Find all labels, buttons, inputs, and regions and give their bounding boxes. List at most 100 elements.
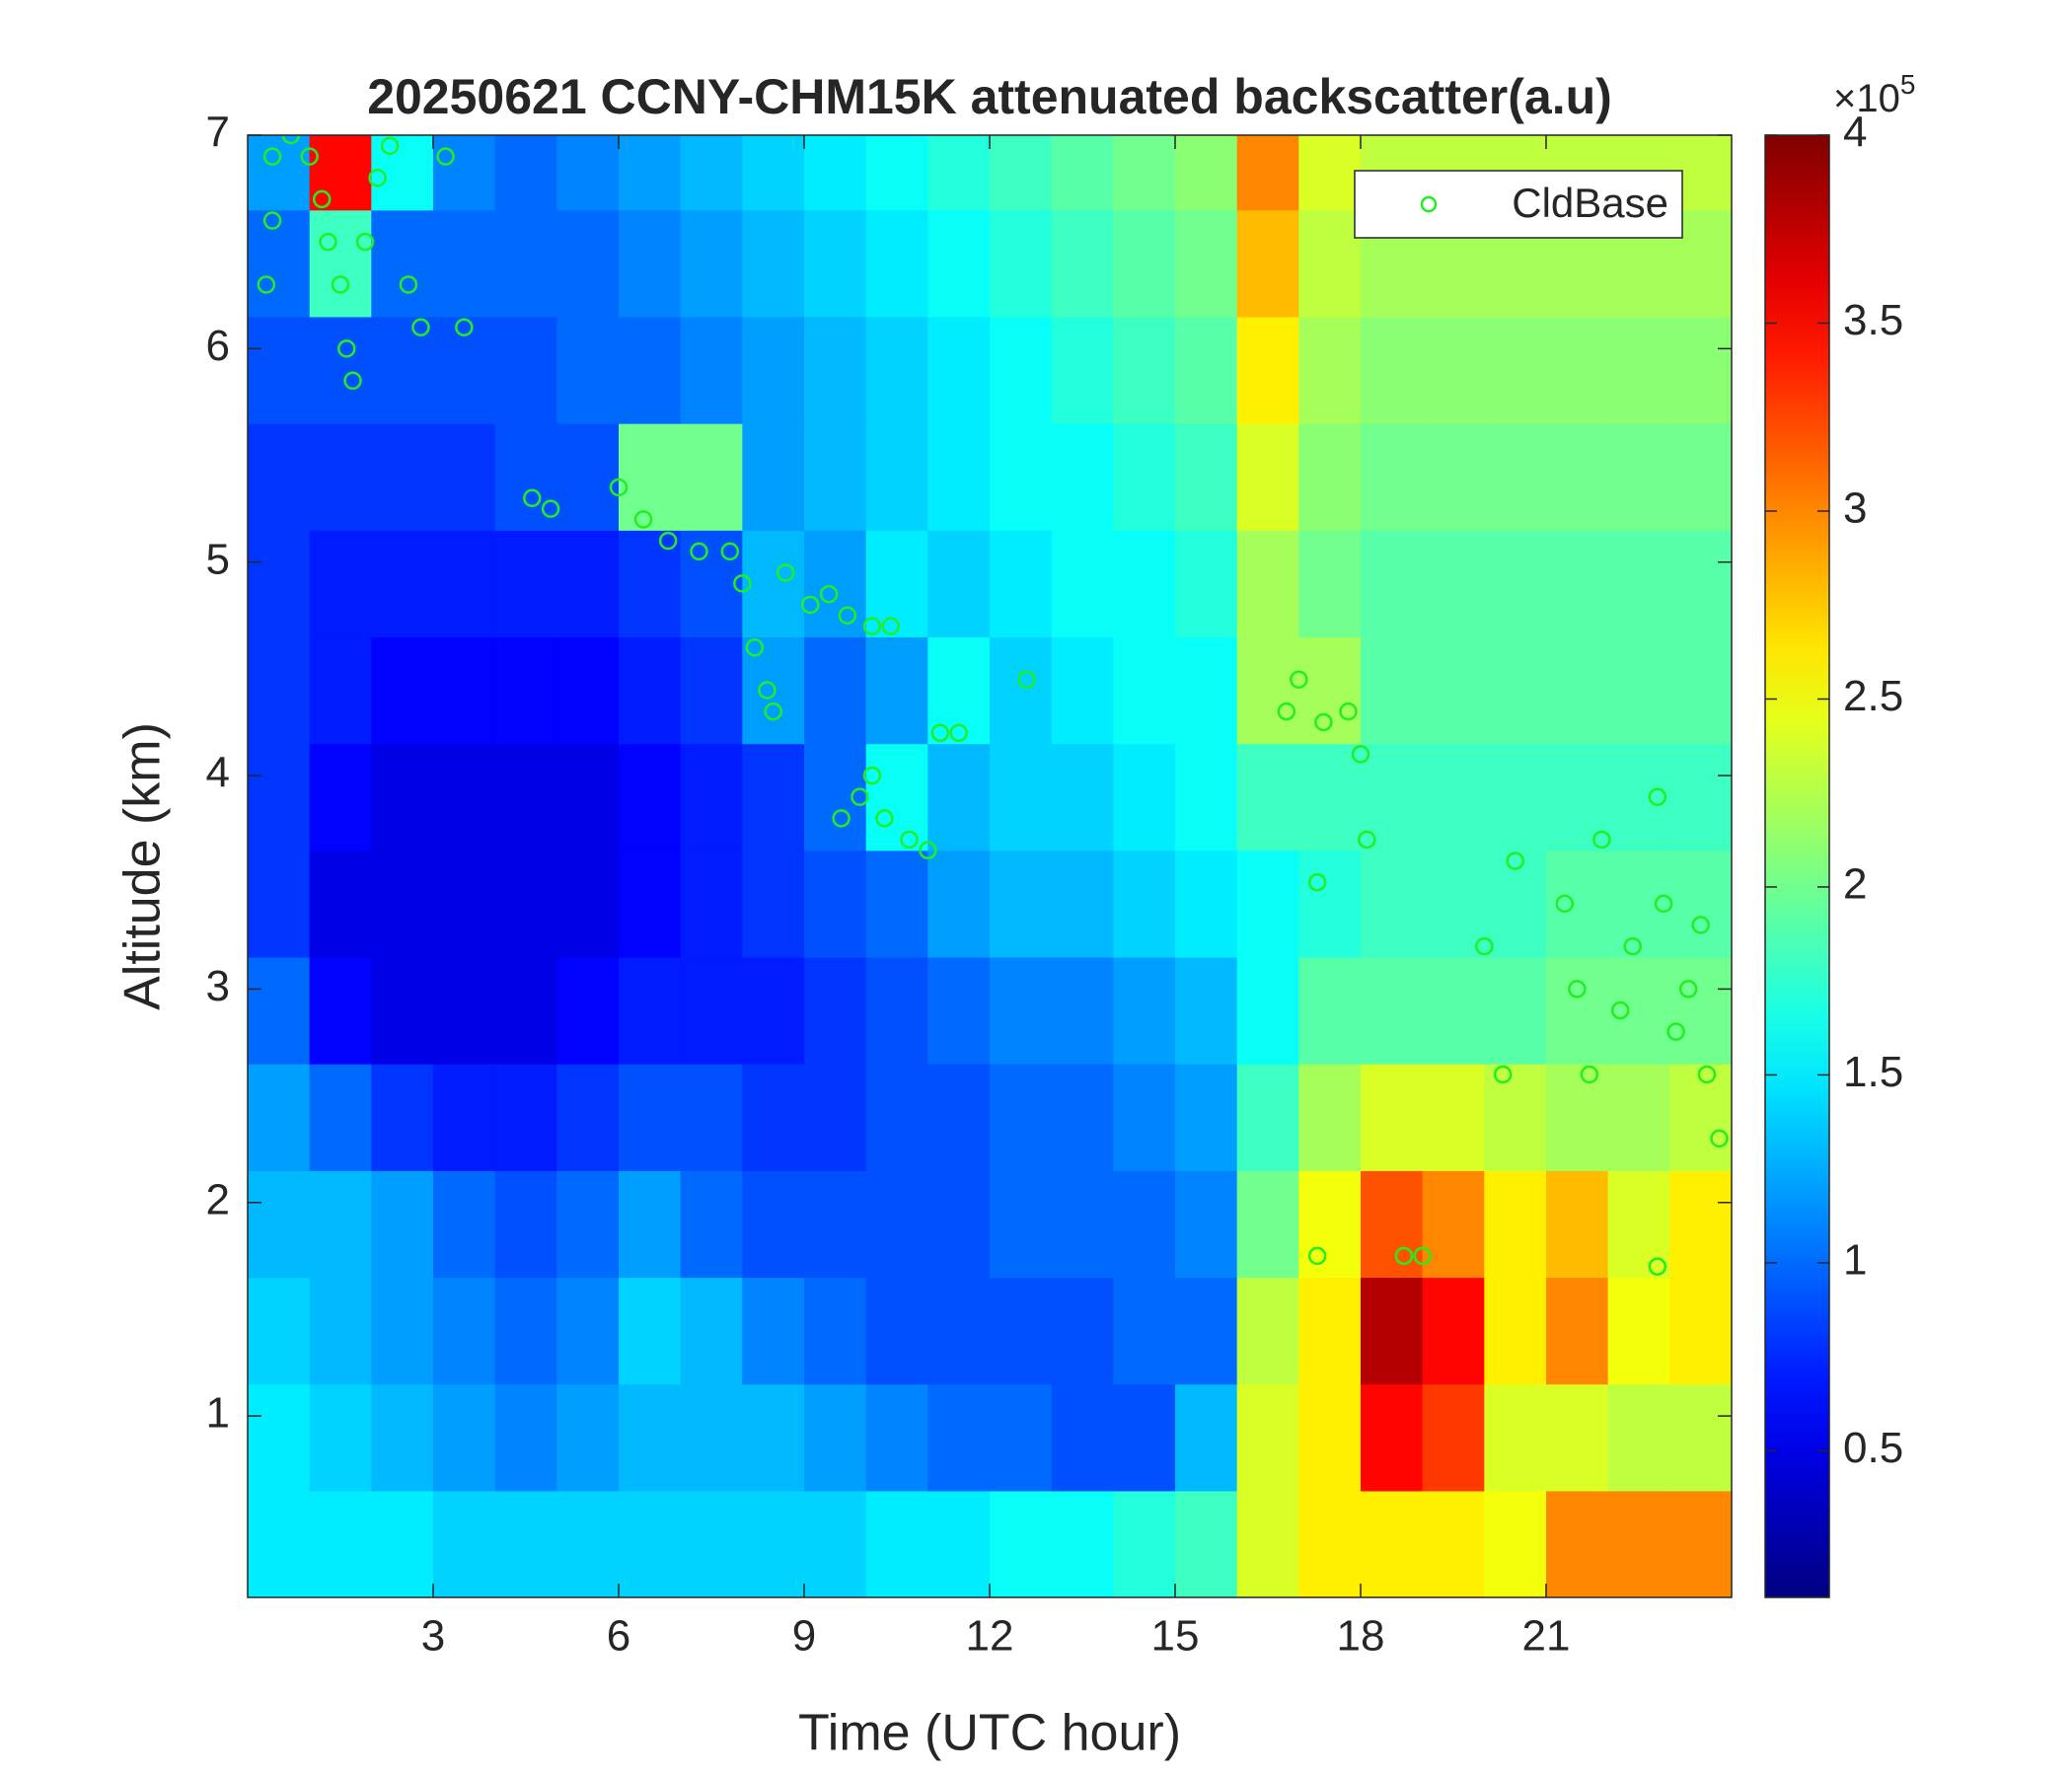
heatmap-cell xyxy=(1236,1170,1299,1279)
heatmap-cell xyxy=(1546,530,1609,638)
heatmap-cell xyxy=(1113,135,1176,211)
heatmap-cell xyxy=(1051,423,1114,531)
heatmap-cell xyxy=(248,850,311,958)
heatmap-cell xyxy=(309,1064,372,1171)
cloud-base-point xyxy=(331,275,350,294)
y-tick-label: 1 xyxy=(206,1389,230,1438)
heatmap-cell xyxy=(927,1383,991,1492)
heatmap-cell xyxy=(927,956,991,1065)
colorbar-tick-label: 1 xyxy=(1843,1236,1867,1285)
heatmap-cell xyxy=(1298,423,1362,531)
heatmap-cell xyxy=(433,1064,496,1171)
heatmap-cell xyxy=(1051,743,1114,851)
heatmap-cell xyxy=(1113,956,1176,1065)
cloud-base-point xyxy=(1691,916,1710,934)
heatmap-cell xyxy=(990,1170,1053,1279)
heatmap-cell xyxy=(1175,209,1238,318)
heatmap-cell xyxy=(619,1383,682,1492)
heatmap-cell xyxy=(1175,530,1238,638)
heatmap-cell xyxy=(248,1170,311,1279)
heatmap-cell xyxy=(619,423,682,531)
cloud-base-point xyxy=(1710,1129,1729,1148)
heatmap-cell xyxy=(556,636,620,745)
heatmap-cell xyxy=(1175,850,1238,958)
cloud-base-point xyxy=(862,617,882,635)
x-tick-label: 3 xyxy=(421,1612,445,1661)
heatmap-cell xyxy=(742,530,805,638)
heatmap-cell xyxy=(1051,530,1114,638)
heatmap-cell xyxy=(990,1383,1053,1492)
x-axis-label: Time (UTC hour) xyxy=(798,1705,1181,1762)
heatmap-cell xyxy=(990,423,1053,531)
heatmap-cell xyxy=(1361,423,1424,531)
heatmap-cell xyxy=(1546,316,1609,424)
cloud-base-point xyxy=(801,595,820,615)
multiplier-base: ×10 xyxy=(1833,77,1900,120)
heatmap-cell xyxy=(1669,316,1732,424)
x-tick-label: 9 xyxy=(792,1612,816,1661)
heatmap-cell xyxy=(1422,743,1485,851)
cloud-base-point xyxy=(262,211,282,230)
cloud-base-point xyxy=(541,499,560,518)
heatmap-cell xyxy=(1422,423,1485,531)
heatmap-cell xyxy=(1298,850,1362,958)
heatmap-cell xyxy=(1546,1170,1609,1279)
heatmap-cell xyxy=(804,316,867,424)
cloud-base-point xyxy=(1358,830,1376,850)
cloud-base-point xyxy=(900,830,919,850)
heatmap-cell xyxy=(248,423,311,531)
heatmap-cell xyxy=(1298,135,1362,211)
heatmap-cell xyxy=(1546,636,1609,745)
heatmap-cell xyxy=(1484,1170,1547,1279)
y-tick-label: 4 xyxy=(206,749,230,797)
cloud-base-point xyxy=(1555,894,1575,914)
heatmap-cell xyxy=(1669,636,1732,745)
heatmap-cell xyxy=(865,1064,928,1171)
heatmap-cell xyxy=(742,423,805,531)
heatmap-cell xyxy=(865,316,928,424)
heatmap-cell xyxy=(1607,1490,1670,1597)
cloud-base-point xyxy=(399,275,418,294)
heatmap-cell xyxy=(309,423,372,531)
heatmap-cell xyxy=(804,135,867,211)
heatmap-cell xyxy=(927,209,991,318)
cloud-base-point xyxy=(776,563,795,582)
heatmap-cell xyxy=(1422,530,1485,638)
cloud-base-point xyxy=(1475,936,1494,956)
heatmap-cell xyxy=(556,1277,620,1385)
heatmap-cell xyxy=(556,1170,620,1279)
heatmap-cell xyxy=(619,956,682,1065)
heatmap-cell xyxy=(1236,850,1299,958)
heatmap-cell xyxy=(680,316,743,424)
heatmap-cell xyxy=(742,850,805,958)
heatmap-cell xyxy=(371,1064,434,1171)
heatmap-cell xyxy=(494,956,557,1065)
heatmap-cell xyxy=(1051,209,1114,318)
heatmap-cell xyxy=(1607,1383,1670,1492)
heatmap-cell xyxy=(1484,1064,1547,1171)
heatmap-cell xyxy=(1422,636,1485,745)
heatmap-cell xyxy=(309,743,372,851)
heatmap-cell xyxy=(680,956,743,1065)
heatmap-cell xyxy=(248,956,311,1065)
heatmap-cell xyxy=(309,135,372,211)
heatmap-cell xyxy=(494,1064,557,1171)
heatmap-cell xyxy=(619,1064,682,1171)
heatmap-cell xyxy=(1236,135,1299,211)
heatmap-cell xyxy=(927,423,991,531)
cloud-base-point xyxy=(319,232,337,252)
heatmap-cell xyxy=(680,850,743,958)
heatmap-cell xyxy=(1669,1277,1732,1385)
heatmap-cell xyxy=(1484,423,1547,531)
heatmap-cell xyxy=(494,850,557,958)
heatmap-cell xyxy=(1361,850,1424,958)
heatmap-cell xyxy=(1607,530,1670,638)
cloud-base-point xyxy=(257,275,276,294)
heatmap-cell xyxy=(990,530,1053,638)
heatmap-cell xyxy=(1113,316,1176,424)
cloud-base-point xyxy=(1493,1065,1513,1084)
cloud-base-point xyxy=(1648,787,1667,806)
heatmap-cell xyxy=(990,743,1053,851)
heatmap-cell xyxy=(433,1490,496,1597)
heatmap-cell xyxy=(556,316,620,424)
